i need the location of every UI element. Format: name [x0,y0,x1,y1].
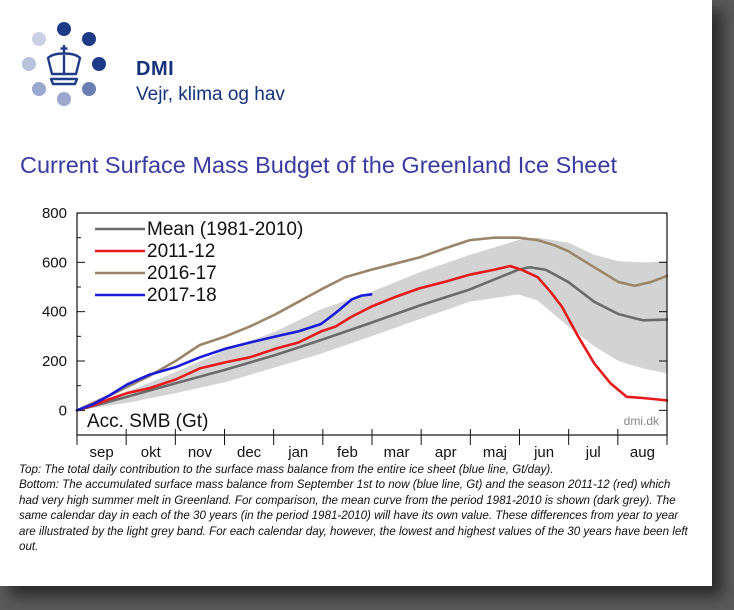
logo-dot [92,57,106,71]
legend-label: 2016-17 [147,263,217,284]
brand-name: DMI [136,58,175,80]
crown-icon [46,45,82,86]
x-tick-label: aug [630,444,655,461]
smb-chart: 0 200 400 600 800 sep okt nov dec jan feb mar apr maj… [42,205,669,461]
x-tick-label: mar [384,444,410,461]
legend-label: Mean (1981-2010) [147,219,303,240]
logo-dots [22,22,106,106]
x-tick-label: sep [89,444,113,461]
series-line-3 [75,236,669,412]
logo-dot [22,57,36,71]
y-axis-label: Acc. SMB (Gt) [87,411,208,432]
report-card: DMI Vejr, klima og hav Current Surface M… [0,0,712,586]
x-tick-label: maj [483,444,507,461]
series-line-1 [75,265,669,412]
caption-line-top: Top: The total daily contribution to the… [19,463,554,476]
dmi-logo [22,22,106,106]
logo-dot [32,32,46,46]
brand-tagline: Vejr, klima og hav [136,84,285,105]
logo-dot [57,92,71,106]
y-tick-label: 200 [42,353,67,370]
x-tick-label: apr [435,444,457,461]
logo-dot [57,22,71,36]
x-tick-label: nov [188,444,213,461]
x-tick-label: dec [237,444,262,461]
legend-label: 2011-12 [147,241,215,262]
caption-line-bottom: Bottom: The accumulated surface mass bal… [19,478,688,554]
series-line-2 [75,264,669,412]
x-tick-label: jan [287,444,308,461]
watermark: dmi.dk [624,414,660,428]
logo-dot [82,32,96,46]
series-line-4 [75,293,373,412]
chart-title: Current Surface Mass Budget of the Green… [20,152,617,178]
x-tick-label: jul [585,444,601,461]
y-tick-label: 600 [42,254,67,271]
y-tick-label: 800 [42,205,67,222]
y-tick-label: 0 [59,402,67,419]
x-tick-label: feb [337,444,358,461]
x-tick-label: okt [141,444,162,461]
logo-dot [82,82,96,96]
y-tick-label: 400 [42,304,67,321]
chart-caption: Top: The total daily contribution to the… [19,462,691,554]
variability-band [77,237,667,411]
x-tick-label: jun [533,444,554,461]
logo-dot [32,82,46,96]
legend-label: 2017-18 [147,285,217,306]
